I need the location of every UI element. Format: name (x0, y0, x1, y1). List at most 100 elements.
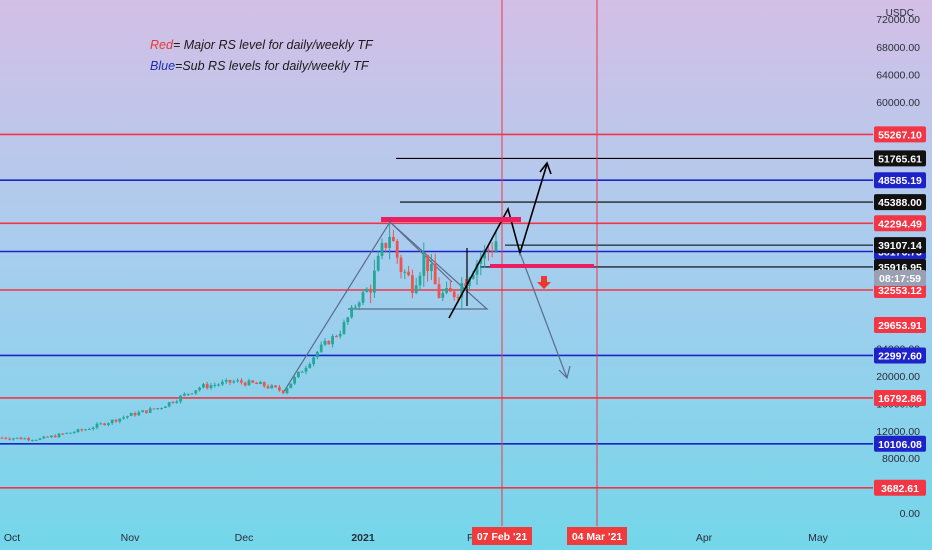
price-tag-text: 08:17:59 (879, 273, 921, 285)
candle-body (384, 243, 388, 248)
candle-body (266, 386, 270, 389)
candle-body (122, 417, 125, 419)
candle-body (34, 439, 38, 441)
candle-body (331, 336, 334, 345)
candle-body (228, 379, 232, 383)
legend-sub: Blue=Sub RS levels for daily/weekly TF (150, 59, 369, 73)
candle-body (342, 322, 346, 334)
candle-body (38, 438, 42, 440)
target-price-tag: 39107.14 (874, 237, 926, 254)
candle-body (194, 390, 198, 394)
price-tag-text: 51765.61 (878, 153, 922, 165)
candle-body (0, 437, 4, 439)
candle-body (202, 384, 205, 388)
candle-body (373, 270, 376, 293)
y-tick-label: 72000.00 (876, 14, 920, 26)
candle-body (369, 288, 372, 293)
candle-body (190, 393, 194, 395)
candle-body (350, 307, 353, 318)
date-tag-text: 07 Feb '21 (477, 531, 528, 543)
candle-body (471, 274, 475, 279)
candle-body (479, 258, 483, 264)
candle-body (107, 423, 110, 426)
candle-body (297, 371, 300, 377)
candle-body (129, 412, 133, 417)
candle-body (460, 283, 464, 298)
candle-body (433, 264, 437, 285)
price-tag-text: 45388.00 (878, 197, 922, 209)
candle-body (426, 254, 429, 272)
candle-body (69, 432, 72, 434)
candle-body (449, 288, 452, 292)
candle-body (441, 292, 445, 298)
candle-body (456, 296, 460, 298)
candle-body (42, 436, 46, 439)
candle-body (335, 336, 338, 338)
y-tick-label: 12000.00 (876, 426, 920, 438)
candle-body (445, 288, 448, 293)
candle-body (110, 419, 114, 424)
projection-path (448, 163, 548, 319)
candle-body (357, 302, 361, 307)
support-price-tag: 29653.91 (874, 317, 926, 333)
candle-body (217, 384, 220, 386)
date-tag-feb: 07 Feb '21 (472, 527, 532, 545)
candle-body (304, 367, 308, 372)
candle-body (388, 236, 391, 248)
target-price-tag: 51765.61 (874, 150, 926, 167)
level-price-tag: 16792.86 (874, 389, 926, 406)
x-tick-label: May (808, 532, 829, 544)
price-tag-text: 39107.14 (878, 240, 922, 252)
candle-body (156, 408, 160, 410)
level-price-tag: 10106.08 (874, 435, 926, 452)
candle-body (198, 387, 201, 391)
candle-body (167, 402, 171, 407)
candle-body (84, 429, 87, 431)
resistance-zone (381, 217, 521, 222)
candles (0, 223, 498, 442)
candle-body (209, 385, 213, 389)
candle-body (418, 275, 422, 286)
candle-body (171, 402, 175, 404)
candle-body (53, 435, 57, 438)
candle-body (312, 357, 315, 365)
candle-body (232, 381, 236, 383)
y-tick-label: 64000.00 (876, 70, 920, 82)
level-price-tag: 3682.61 (874, 479, 926, 496)
candle-body (27, 438, 30, 441)
candle-body (308, 364, 312, 368)
candle-body (213, 384, 217, 386)
candle-body (133, 412, 137, 416)
candle-body (145, 410, 148, 413)
candle-body (240, 380, 243, 383)
candle-body (50, 435, 53, 438)
descending-trendline (389, 221, 453, 283)
price-tag-text: 48585.19 (878, 175, 922, 187)
candle-body (278, 387, 281, 391)
candle-body (319, 344, 323, 352)
level-price-tag: 32553.12 (874, 282, 926, 299)
candle-body (399, 257, 403, 273)
countdown-tag: 08:17:59 (874, 270, 926, 286)
x-tick-label: Dec (235, 532, 254, 544)
bearish-arrowhead (558, 365, 571, 380)
candle-body (19, 437, 23, 440)
candle-body (12, 438, 15, 440)
level-price-tag: 22997.60 (874, 347, 926, 364)
candle-body (259, 382, 262, 385)
price-tag-text: 32553.12 (878, 285, 922, 297)
candle-body (392, 236, 395, 242)
candle-body (464, 283, 467, 287)
candle-body (281, 390, 285, 394)
candle-body (346, 317, 350, 323)
candle-body (65, 432, 68, 434)
candle-body (285, 388, 289, 394)
candle-body (148, 408, 152, 413)
candle-body (205, 384, 209, 389)
bearish-projection (519, 252, 568, 379)
candle-body (224, 379, 228, 382)
legend-major: Red= Major RS level for daily/weekly TF (150, 38, 373, 52)
